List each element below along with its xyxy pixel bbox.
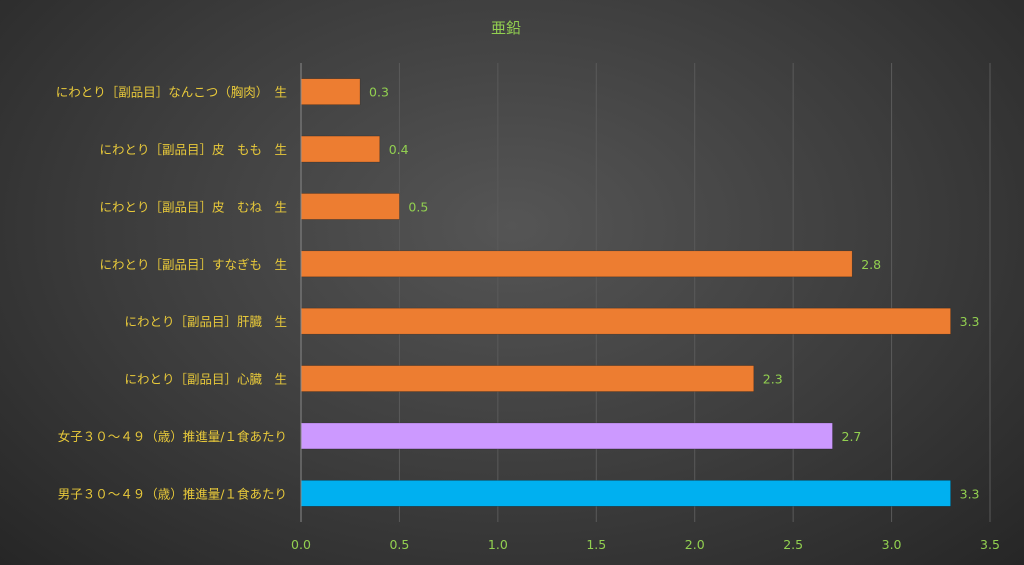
bar	[300, 78, 361, 105]
gridlines	[398, 63, 991, 522]
data-label: 0.4	[389, 142, 409, 157]
x-tick-labels: 0.0 0.5 1.0 1.5 2.0 2.5 3.0 3.5	[291, 537, 1000, 552]
category-label: にわとり［副品目］心臓 生	[124, 372, 287, 387]
bar	[300, 193, 400, 220]
data-label: 2.8	[861, 257, 881, 272]
x-tick-label: 3.0	[882, 537, 902, 552]
data-label: 0.3	[369, 85, 389, 100]
category-label: 男子３０～４９（歳）推進量/１食あたり	[58, 486, 287, 501]
x-tick-label: 0.0	[291, 537, 311, 552]
bar	[300, 250, 853, 278]
category-label: 女子３０～４９（歳）推進量/１食あたり	[58, 429, 287, 444]
data-label: 0.5	[408, 199, 428, 214]
x-tick-label: 2.5	[783, 537, 803, 552]
category-label: にわとり［副品目］皮 むね 生	[99, 199, 287, 214]
bar	[300, 480, 951, 507]
x-tick-label: 0.5	[389, 537, 409, 552]
category-label: にわとり［副品目］すなぎも 生	[99, 257, 287, 272]
category-label: にわとり［副品目］肝臓 生	[124, 314, 287, 329]
data-label: 3.3	[960, 486, 980, 501]
bars	[300, 78, 951, 507]
x-tick-label: 1.5	[586, 537, 606, 552]
bar	[300, 307, 951, 335]
data-label: 2.7	[842, 429, 862, 444]
category-label: にわとり［副品目］皮 もも 生	[99, 142, 287, 157]
x-tick-label: 1.0	[488, 537, 508, 552]
bar	[300, 135, 381, 163]
chart-title: 亜鉛	[491, 19, 521, 37]
x-tick-label: 3.5	[980, 537, 1000, 552]
bar	[300, 422, 833, 450]
data-labels: 0.3 0.4 0.5 2.8 3.3 2.3 2.7 3.3	[369, 85, 979, 502]
category-label: にわとり［副品目］なんこつ（胸肉） 生	[56, 85, 287, 100]
data-label: 2.3	[763, 372, 783, 387]
x-tick-label: 2.0	[685, 537, 705, 552]
data-label: 3.3	[960, 314, 980, 329]
bar	[300, 365, 755, 392]
